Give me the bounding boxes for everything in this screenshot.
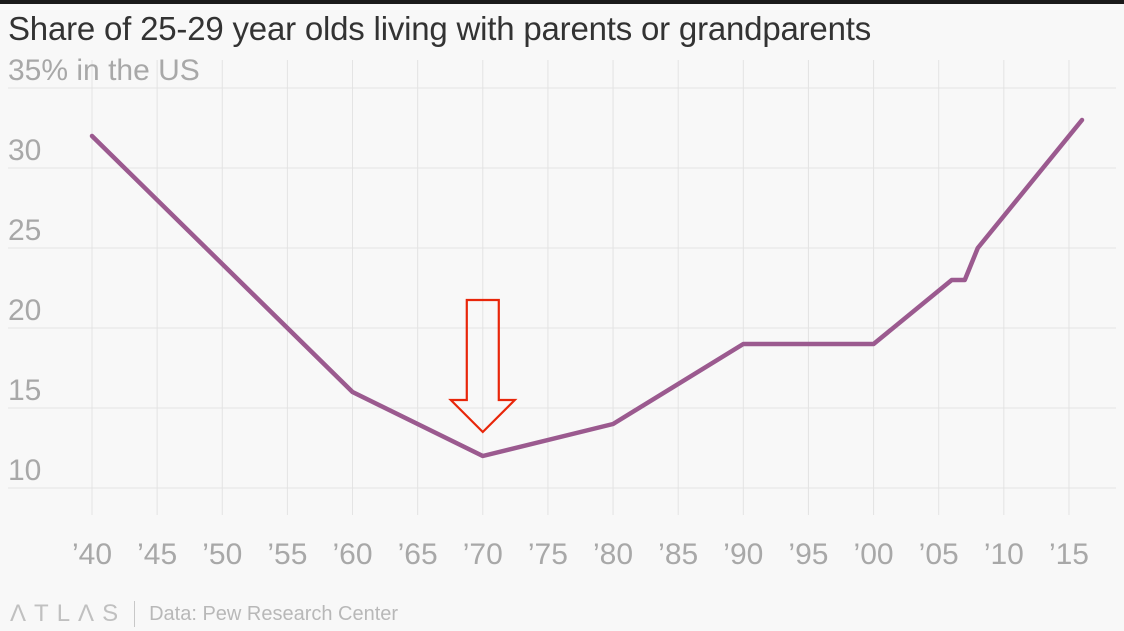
x-tick-label: ’75 (528, 538, 568, 571)
y-axis-tick-labels: 35% in the US 30 25 20 15 10 (8, 54, 200, 487)
y-tick-label: 30 (8, 134, 41, 167)
atlas-logo: ΛTLΛS (10, 600, 127, 627)
source-note: Data: Pew Research Center (149, 602, 399, 625)
x-tick-label: ’95 (788, 538, 828, 571)
x-tick-label: ’10 (984, 538, 1024, 571)
y-tick-label: 15 (8, 374, 41, 407)
horizontal-gridlines (8, 87, 1116, 489)
series-line (89, 117, 1085, 459)
footer: ΛTLΛS Data: Pew Research Center (10, 600, 398, 628)
x-tick-label: ’50 (202, 538, 242, 571)
x-tick-label: ’40 (72, 538, 112, 571)
down-arrow-annotation (448, 298, 518, 434)
y-tick-label: 35% in the US (8, 54, 200, 87)
footer-divider (134, 601, 136, 627)
y-tick-label: 20 (8, 294, 41, 327)
x-tick-label: ’55 (267, 538, 307, 571)
x-tick-label: ’70 (463, 538, 503, 571)
top-bar (0, 0, 1124, 4)
x-tick-label: ’80 (593, 538, 633, 571)
x-tick-label: ’45 (137, 538, 177, 571)
series-group (89, 117, 1085, 459)
x-tick-label: ’00 (854, 538, 894, 571)
chart-title: Share of 25-29 year olds living with par… (8, 10, 871, 47)
x-tick-label: ’05 (919, 538, 959, 571)
x-tick-label: ’85 (658, 538, 698, 571)
y-tick-label: 25 (8, 214, 41, 247)
vertical-gridlines (91, 60, 1070, 515)
x-tick-label: ’15 (1049, 538, 1089, 571)
x-tick-label: ’65 (398, 538, 438, 571)
y-tick-label: 10 (8, 454, 41, 487)
x-tick-label: ’60 (333, 538, 373, 571)
x-tick-label: ’90 (723, 538, 763, 571)
annotation-group (448, 298, 518, 434)
x-axis-tick-labels: ’40 ’45 ’50 ’55 ’60 ’65 ’70 ’75 ’80 ’85 ’90 ’95 ’00 ’… (72, 538, 1089, 571)
